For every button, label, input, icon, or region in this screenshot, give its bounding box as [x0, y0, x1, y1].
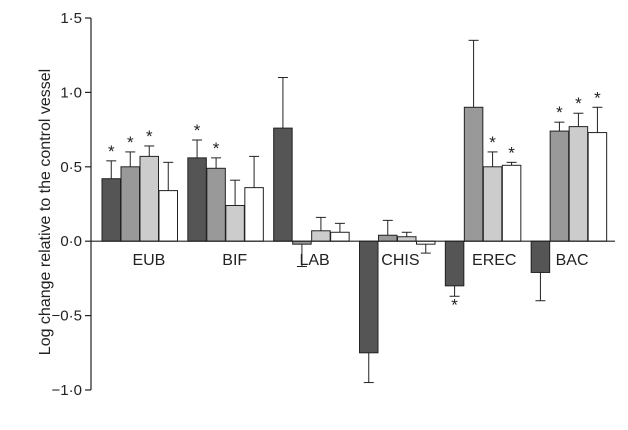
significance-star: *: [489, 133, 496, 152]
category-label-lab: LAB: [299, 252, 329, 269]
y-axis-label: Log change relative to the control vesse…: [37, 69, 54, 355]
bar-bac-3: [568, 126, 589, 242]
significance-star: *: [194, 121, 201, 140]
bar-bif-3: [225, 204, 245, 242]
bar-eub-3: [139, 155, 159, 242]
significance-star: *: [213, 139, 220, 158]
bar-chis-1: [359, 240, 379, 354]
significance-star: *: [108, 142, 115, 161]
significance-star: *: [451, 295, 458, 314]
y-tick-label: −1·0: [52, 382, 82, 399]
bar-bif-4: [244, 187, 264, 242]
y-tick-label: 0·0: [60, 233, 82, 250]
bar-series-group: * * * * * * * * * * *: [101, 39, 608, 384]
category-label-eub: EUB: [132, 252, 165, 269]
y-tick-label: 1·5: [60, 10, 82, 27]
y-tick-label: 1·0: [60, 84, 82, 101]
category-label-chis: CHIS: [381, 252, 419, 269]
bar-erec-1: [444, 240, 465, 287]
bar-bac-2: [549, 130, 570, 242]
bar-eub-1: [101, 178, 121, 242]
significance-star: *: [508, 143, 515, 162]
bar-lab-1: [273, 127, 293, 242]
category-label-bif: BIF: [222, 252, 247, 269]
significance-star: *: [146, 127, 153, 146]
significance-star: *: [556, 103, 563, 122]
category-label-bac: BAC: [556, 252, 589, 269]
bar-bif-2: [206, 167, 226, 242]
bar-eub-2: [120, 166, 140, 242]
bar-lab-4: [330, 231, 350, 242]
significance-star: *: [594, 88, 601, 107]
bar-bac-1: [530, 240, 551, 273]
y-axis: −1·0 −0·5 0·0 0·5 1·0 1·5: [52, 10, 92, 399]
y-tick-label: 0·5: [60, 159, 82, 176]
bar-bac-4: [587, 132, 608, 242]
category-label-erec: EREC: [472, 252, 516, 269]
bar-erec-2: [463, 106, 484, 242]
y-tick-label: −0·5: [52, 308, 82, 325]
significance-star: *: [575, 94, 582, 113]
bar-bif-1: [187, 157, 207, 242]
bar-erec-3: [482, 166, 503, 242]
category-labels: EUB BIF LAB CHIS EREC BAC: [132, 252, 588, 269]
bar-chis-2: [378, 234, 398, 242]
bar-chis-3: [397, 236, 417, 242]
bar-lab-3: [311, 230, 331, 242]
bar-erec-4: [501, 164, 522, 242]
bar-eub-4: [158, 190, 178, 242]
significance-star: *: [127, 133, 134, 152]
